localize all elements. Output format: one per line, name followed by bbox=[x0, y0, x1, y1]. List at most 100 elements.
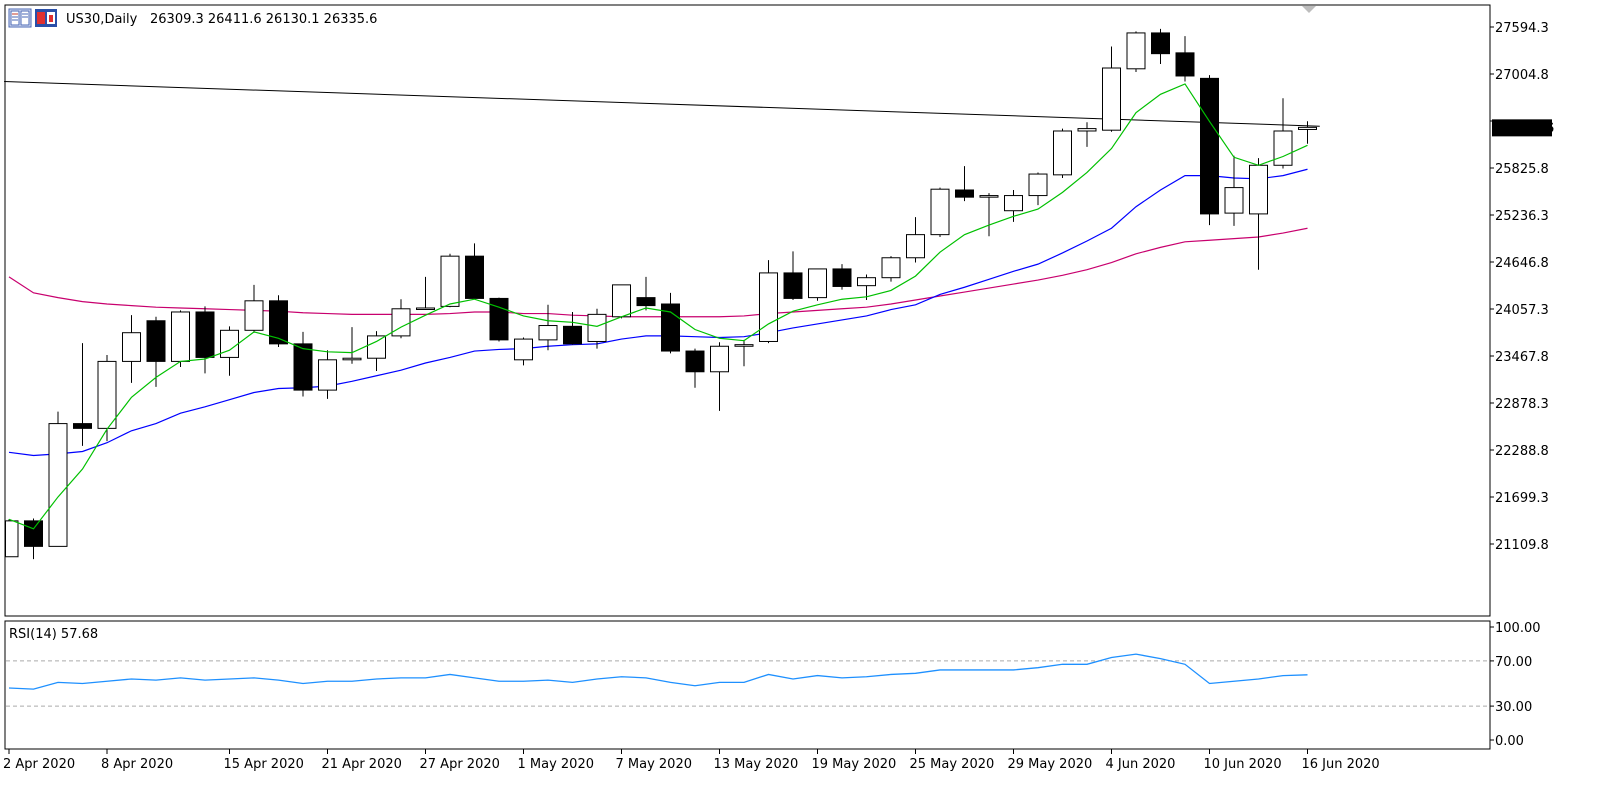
candle-body-bear bbox=[269, 300, 288, 345]
candle bbox=[783, 251, 803, 301]
date-tick-label: 15 Apr 2020 bbox=[224, 757, 304, 772]
price-tick-label: 21699.3 bbox=[1495, 491, 1549, 506]
candle-body-bull bbox=[930, 188, 950, 236]
candle-body-bull bbox=[171, 311, 190, 362]
candle-body-bull bbox=[1077, 128, 1097, 132]
shift-marker-icon[interactable] bbox=[1302, 6, 1316, 13]
candle bbox=[122, 315, 141, 383]
candle bbox=[979, 193, 999, 237]
candle-body-bull bbox=[416, 307, 435, 310]
candle bbox=[342, 327, 362, 364]
candle-body-bear bbox=[293, 343, 313, 391]
candle bbox=[416, 276, 435, 310]
date-tick-label: 25 May 2020 bbox=[910, 757, 995, 772]
price-tick-label: 24646.8 bbox=[1495, 256, 1549, 271]
candle-body-bull bbox=[367, 335, 386, 359]
candle bbox=[710, 342, 729, 411]
price-tick-label: 22288.8 bbox=[1495, 444, 1549, 459]
trade-icon[interactable] bbox=[35, 9, 57, 27]
candle bbox=[489, 297, 509, 342]
rsi-axis: 100.00 70.00 30.00 0.00 bbox=[1490, 621, 1541, 749]
price-axis: 27594.3 27004.8 25825.8 25236.3 24646.8 24057… bbox=[1490, 21, 1549, 553]
candle bbox=[612, 284, 631, 319]
candle-body-bear bbox=[465, 255, 484, 299]
price-tick-label: 25825.8 bbox=[1495, 162, 1549, 177]
candle-body-bull bbox=[318, 359, 337, 391]
candle-body-bull bbox=[342, 357, 362, 361]
candle bbox=[1298, 121, 1317, 144]
candle-body-bull bbox=[1004, 195, 1023, 212]
candle bbox=[759, 260, 778, 344]
date-tick-label: 21 Apr 2020 bbox=[322, 757, 402, 772]
candle-body-bull bbox=[1102, 67, 1121, 131]
candles bbox=[5, 28, 1317, 560]
candle-body-bull bbox=[220, 329, 239, 358]
rsi-line bbox=[8, 653, 1308, 690]
candle bbox=[906, 217, 925, 263]
rsi-tick-label: 0.00 bbox=[1495, 734, 1524, 749]
main-plot-frame bbox=[4, 4, 1491, 617]
candle bbox=[1175, 36, 1195, 82]
candle bbox=[318, 350, 337, 399]
candle bbox=[1126, 31, 1146, 72]
date-tick-label: 19 May 2020 bbox=[812, 757, 897, 772]
candle bbox=[465, 243, 484, 300]
price-tick-label: 21109.8 bbox=[1495, 538, 1549, 553]
candle-body-bull bbox=[1126, 32, 1146, 70]
candle-body-bull bbox=[48, 423, 68, 547]
candle-body-bull bbox=[97, 360, 117, 429]
chart-header: US30,Daily 26309.3 26411.6 26130.1 26335… bbox=[8, 8, 377, 28]
candle bbox=[685, 348, 705, 388]
candle bbox=[1028, 172, 1048, 206]
candle-body-bear bbox=[636, 297, 656, 307]
candle-body-bear bbox=[195, 311, 215, 358]
date-tick-label: 29 May 2020 bbox=[1008, 757, 1093, 772]
candle-body-bull bbox=[1224, 187, 1244, 214]
candle bbox=[636, 276, 656, 311]
candle bbox=[195, 306, 215, 374]
candle-body-bull bbox=[1028, 173, 1048, 197]
candle-body-bull bbox=[906, 234, 925, 259]
candle bbox=[73, 343, 92, 446]
rsi-tick-label: 70.00 bbox=[1495, 655, 1532, 670]
candle bbox=[1053, 128, 1072, 179]
candle bbox=[1004, 189, 1023, 222]
candle-body-bear bbox=[1151, 32, 1170, 55]
date-tick-label: 7 May 2020 bbox=[616, 757, 693, 772]
price-tick-label: 24057.3 bbox=[1495, 303, 1549, 318]
candle bbox=[244, 284, 264, 333]
price-tick-label: 25236.3 bbox=[1495, 209, 1549, 224]
candle-body-bear bbox=[685, 350, 705, 373]
date-tick-label: 8 Apr 2020 bbox=[101, 757, 173, 772]
chart-window-icon[interactable] bbox=[8, 8, 32, 28]
candle bbox=[1077, 122, 1097, 147]
candle bbox=[293, 331, 313, 397]
candle-body-bull bbox=[759, 272, 778, 342]
rsi-plot-frame bbox=[4, 620, 1491, 750]
candle-body-bull bbox=[710, 345, 729, 373]
trendline[interactable] bbox=[4, 81, 1320, 127]
candle bbox=[220, 326, 239, 376]
current-price-badge: 26335.6 bbox=[1492, 119, 1554, 137]
rsi-label: RSI(14) 57.68 bbox=[9, 627, 98, 642]
candle bbox=[930, 187, 950, 238]
candle bbox=[269, 295, 288, 348]
candle-body-bear bbox=[73, 423, 92, 429]
rsi-levels bbox=[6, 660, 1489, 707]
candle-body-bull bbox=[5, 520, 19, 558]
candle-body-bull bbox=[244, 300, 264, 331]
candle bbox=[1102, 46, 1121, 132]
candle bbox=[48, 411, 68, 547]
date-tick-label: 4 Jun 2020 bbox=[1106, 757, 1176, 772]
candle bbox=[1151, 28, 1170, 65]
candle-body-bull bbox=[1273, 130, 1293, 166]
ohlc-values: 26309.3 26411.6 26130.1 26335.6 bbox=[150, 12, 377, 27]
candle bbox=[1224, 155, 1244, 226]
symbol-timeframe: US30,Daily bbox=[66, 12, 138, 27]
candle bbox=[832, 264, 852, 290]
candle bbox=[808, 268, 827, 301]
date-axis: 2 Apr 2020 8 Apr 2020 15 Apr 2020 21 Apr 20… bbox=[3, 749, 1380, 772]
candle-body-bear bbox=[832, 268, 852, 287]
candle-body-bull bbox=[808, 268, 827, 299]
